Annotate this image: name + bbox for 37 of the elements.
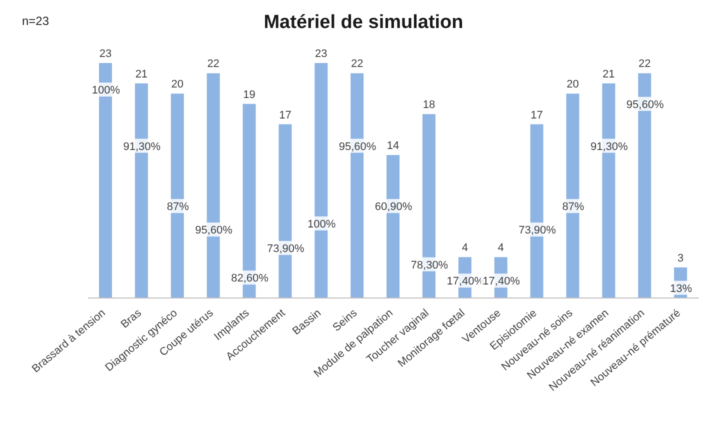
data-label: 22 (207, 58, 220, 70)
data-label: 22 (638, 58, 651, 70)
data-label: 20 (566, 78, 579, 91)
data-label: 3 (677, 252, 684, 264)
annotation: 100% (308, 218, 336, 230)
data-label: 17 (530, 109, 543, 122)
chart-title: Matériel de simulation (264, 12, 464, 33)
data-label: 18 (422, 99, 436, 112)
annotation: 78,30% (410, 259, 448, 272)
annotation: 87% (562, 201, 584, 214)
data-label: 4 (498, 242, 504, 254)
x-tick-label: Bras (118, 306, 144, 331)
data-label: 4 (462, 242, 468, 254)
annotation: 95,60% (195, 224, 233, 237)
annotation: 91,30% (590, 140, 628, 153)
annotation: 17,40% (482, 276, 520, 288)
data-label: 17 (279, 109, 292, 122)
annotation: 95,60% (338, 140, 376, 153)
annotation: 13% (670, 282, 692, 295)
annotation: 95,60% (626, 98, 664, 111)
data-label: 23 (315, 48, 328, 60)
data-label: 14 (386, 140, 400, 152)
annotation: 100% (92, 84, 120, 97)
data-label: 22 (350, 58, 364, 70)
annotation: 91,30% (123, 140, 161, 153)
data-label: 20 (171, 78, 184, 91)
data-label: 19 (243, 88, 256, 101)
annotation: 87% (166, 201, 190, 214)
data-label: 21 (602, 68, 615, 80)
annotation: 73,90% (267, 242, 305, 255)
annotation: 60,90% (374, 201, 412, 214)
annotation: 17,40% (446, 276, 484, 288)
text: n=23 (22, 14, 50, 28)
annotation: 82,60% (231, 272, 269, 285)
annotation: 73,90% (518, 224, 556, 237)
data-label: 23 (99, 48, 112, 60)
data-label: 21 (135, 68, 148, 80)
